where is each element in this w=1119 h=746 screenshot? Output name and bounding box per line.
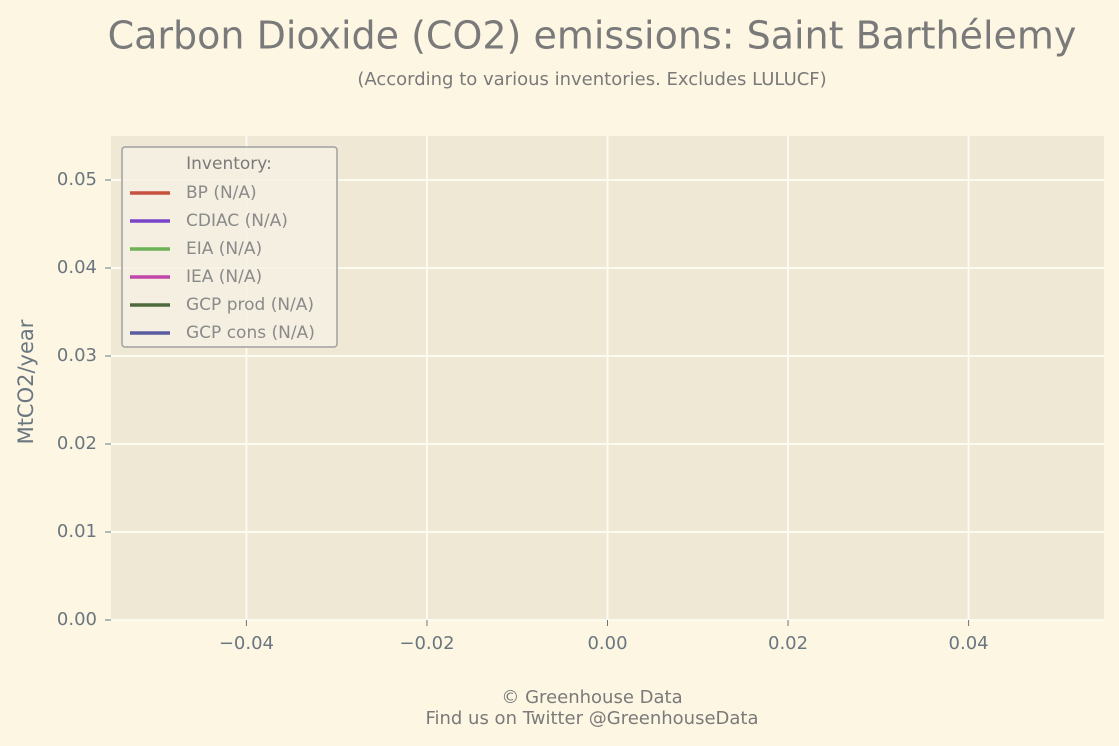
y-tick-label: 0.01	[57, 521, 97, 542]
y-tick-label: 0.00	[57, 609, 97, 630]
legend-label: CDIAC (N/A)	[186, 211, 288, 231]
y-axis-label: MtCO2/year	[14, 319, 38, 444]
footer: © Greenhouse Data	[501, 687, 682, 708]
legend-label: EIA (N/A)	[186, 239, 262, 259]
x-tick-label: −0.02	[399, 633, 454, 654]
x-tick-label: 0.04	[949, 633, 989, 654]
y-tick-label: 0.02	[57, 433, 97, 454]
x-tick-label: −0.04	[219, 633, 274, 654]
x-tick-label: 0.00	[587, 633, 627, 654]
legend-label: GCP cons (N/A)	[186, 323, 315, 343]
legend-title: Inventory:	[186, 154, 272, 174]
x-tick-label: 0.02	[768, 633, 808, 654]
legend-label: IEA (N/A)	[186, 267, 262, 287]
legend-box	[121, 146, 338, 348]
chart-title: Carbon Dioxide (CO2) emissions: Saint Ba…	[108, 14, 1077, 58]
footer: Find us on Twitter @GreenhouseData	[425, 708, 758, 729]
y-tick-label: 0.05	[57, 169, 97, 190]
chart-subtitle: (According to various inventories. Exclu…	[357, 69, 826, 90]
y-tick-label: 0.04	[57, 257, 97, 278]
y-tick-label: 0.03	[57, 345, 97, 366]
legend-label: GCP prod (N/A)	[186, 295, 314, 315]
legend-label: BP (N/A)	[186, 183, 257, 203]
